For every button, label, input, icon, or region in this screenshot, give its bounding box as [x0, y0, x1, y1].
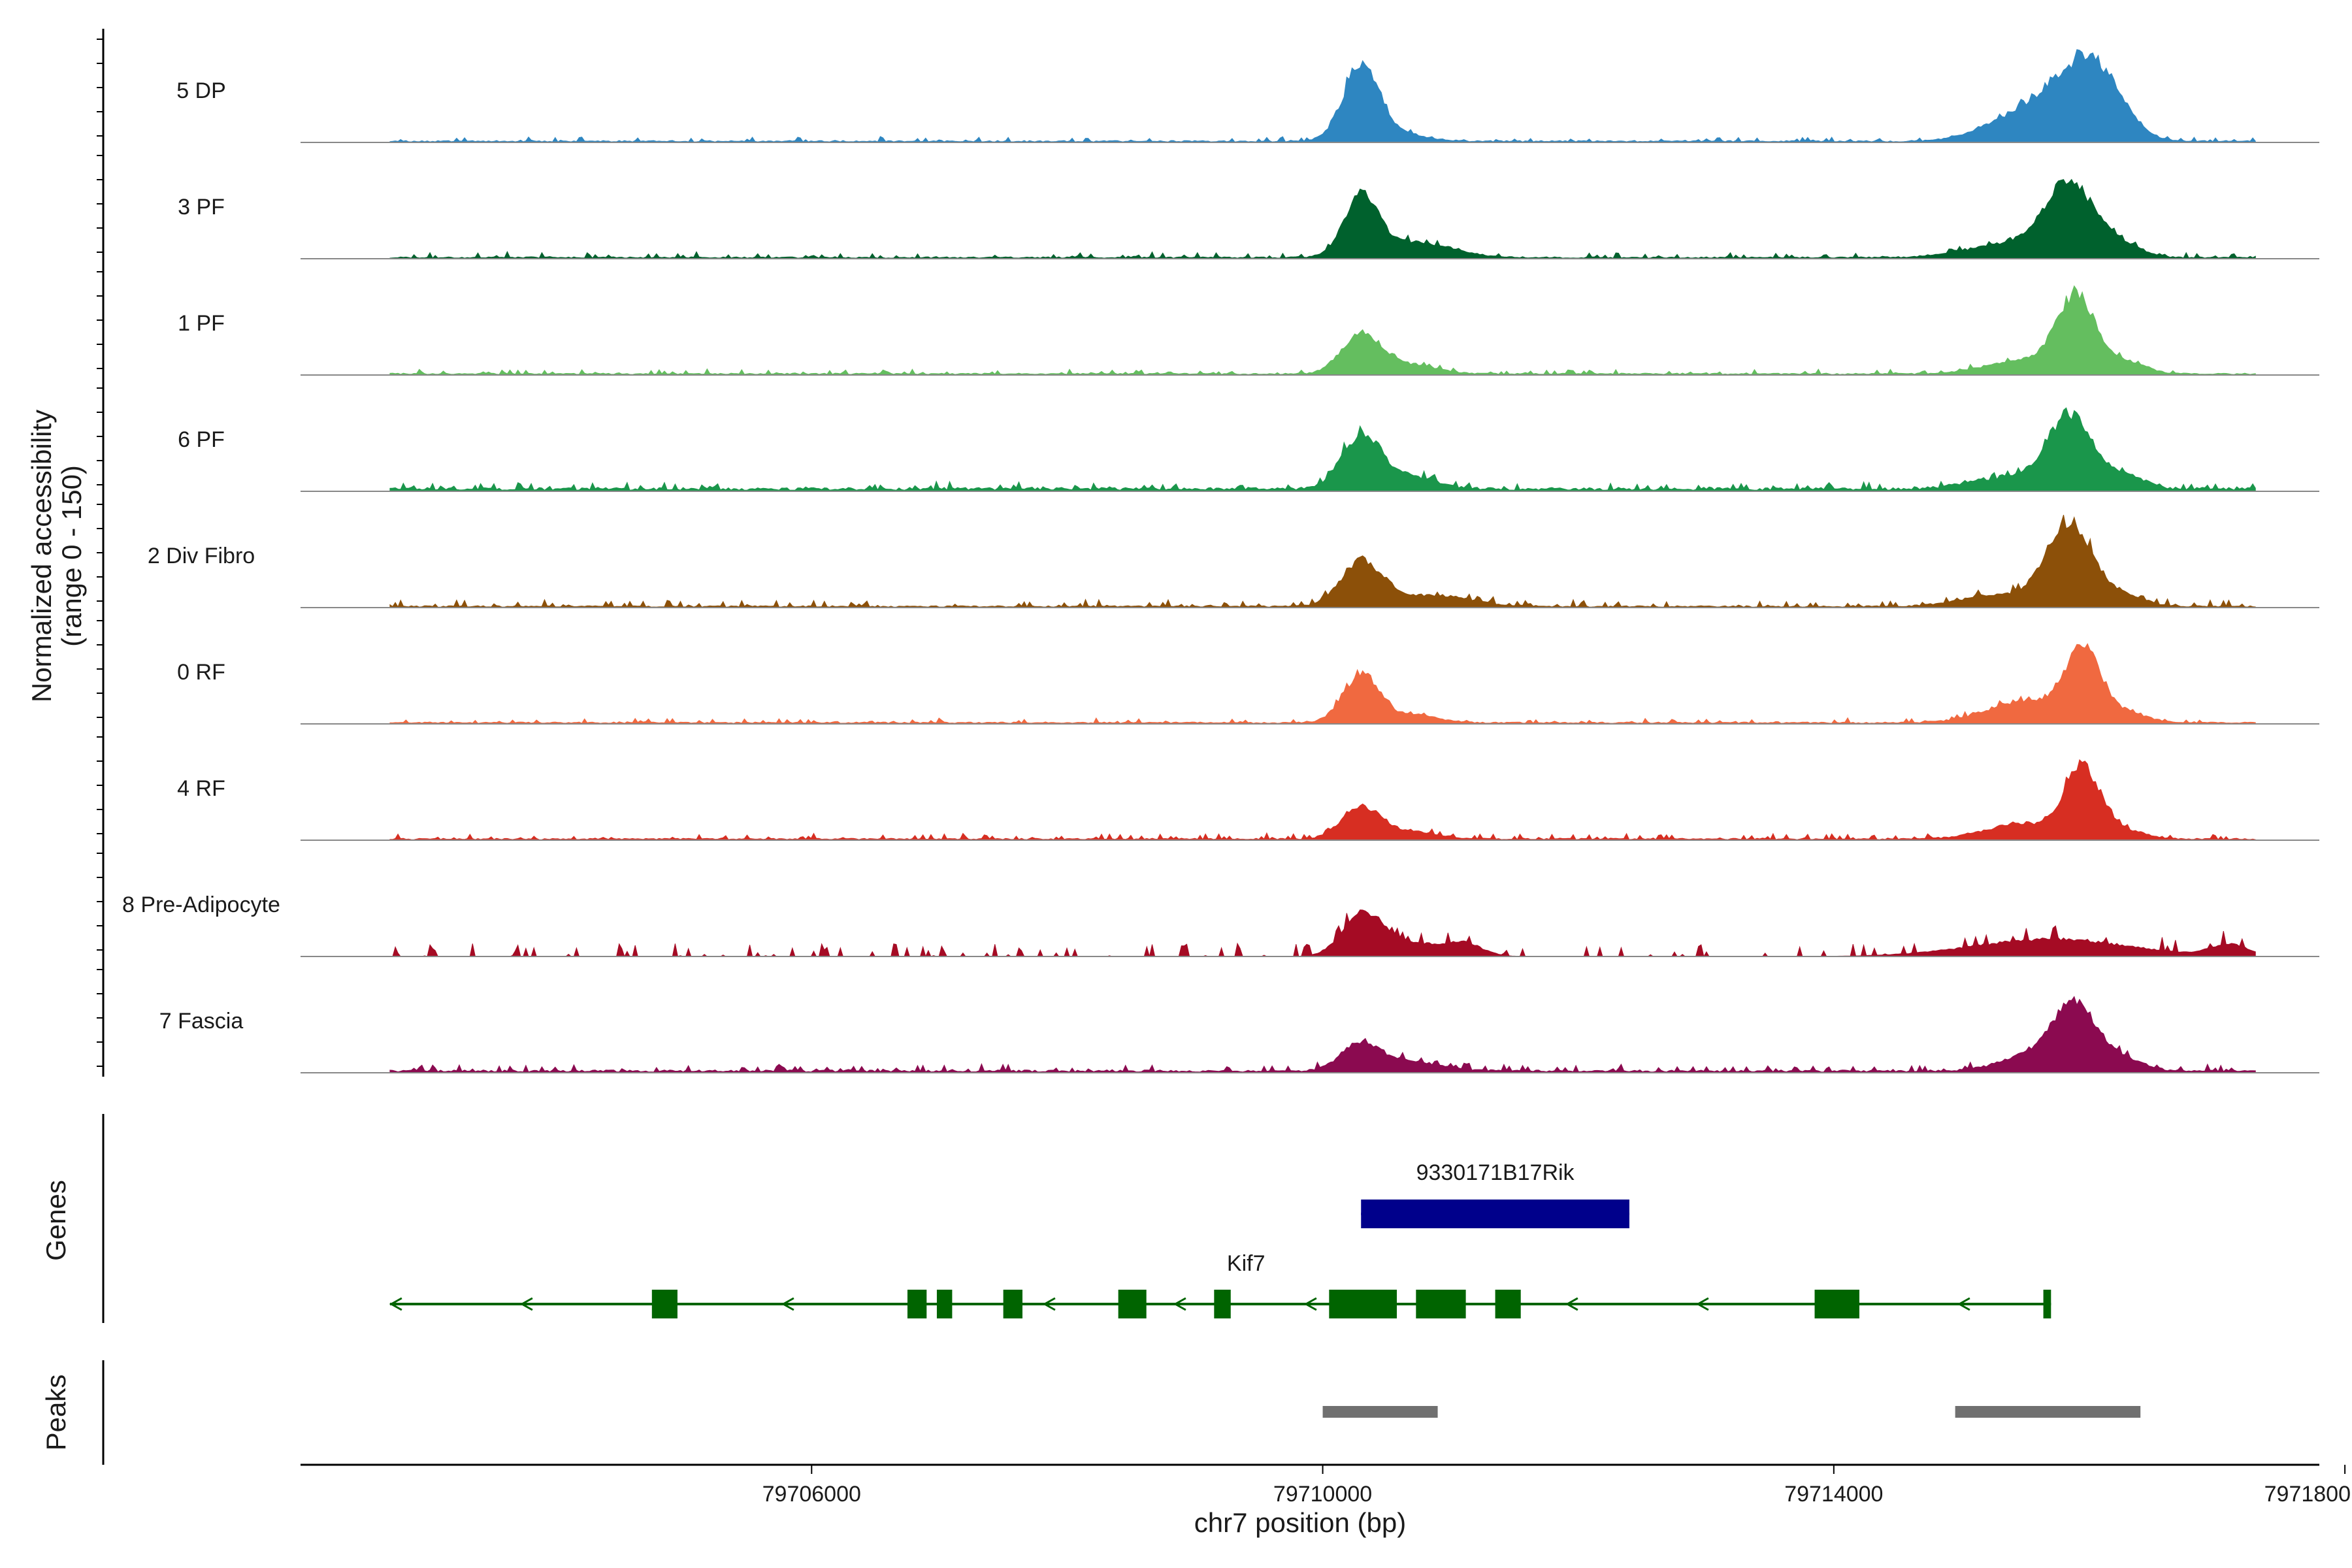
track-3-pf: 3 PF [178, 178, 2319, 259]
coverage-area [389, 759, 2256, 841]
track-5-dp: 5 DP [176, 49, 2319, 143]
track-label: 4 RF [177, 776, 225, 801]
peak-region [1955, 1406, 2141, 1418]
track-8-pre-adipocyte: 8 Pre-Adipocyte [122, 892, 2319, 958]
coverage-area [389, 178, 2256, 259]
x-tick-label: 79710000 [1273, 1482, 1372, 1507]
x-tick-label: 7971800 [2264, 1482, 2351, 1507]
gene-exon [1495, 1290, 1521, 1318]
coverage-tracks: 5 DP 3 PF 1 PF 6 PF 2 Div Fibro 0 RF 4 RF 8 Pre… [122, 49, 2319, 1073]
gene-kif7: Kif7 [389, 1251, 2051, 1318]
gene-exon [1416, 1290, 1466, 1318]
strand-arrow [781, 1297, 794, 1311]
x-axis-title: chr7 position (bp) [1194, 1507, 1407, 1538]
gene-exon [907, 1290, 927, 1318]
x-axis: chr7 position (bp) 79706000 79710000 79714… [301, 1463, 2351, 1538]
gene-exon [1814, 1290, 1859, 1318]
gene-exon [1329, 1290, 1397, 1318]
genes-track-label: Genes [41, 1180, 71, 1261]
strand-arrow [1957, 1297, 1970, 1311]
gene-exon [1003, 1290, 1022, 1318]
strand-arrow [1695, 1297, 1709, 1311]
coverage-area [389, 996, 2256, 1073]
gene-exon [936, 1290, 953, 1318]
track-label: 0 RF [177, 660, 225, 685]
track-6-pf: 6 PF [178, 407, 2319, 492]
y-axis-title-line1: Normalized accessibility [26, 410, 57, 702]
gene-exon [651, 1290, 678, 1318]
track-label: 1 PF [178, 311, 225, 336]
gene-name: Kif7 [1227, 1251, 1266, 1276]
y-axis-title-line2: (range 0 - 150) [56, 465, 87, 647]
gene-exon [1214, 1290, 1231, 1318]
peaks-track: Peaks [41, 1360, 2141, 1465]
strand-arrow [389, 1297, 402, 1311]
coverage-area [389, 909, 2256, 958]
genes-track: Genes 9330171B17Rik Kif7 [41, 1114, 2051, 1323]
gene-exon [2043, 1290, 2051, 1318]
track-4-rf: 4 RF [177, 759, 2319, 841]
peak-region [1322, 1406, 1438, 1418]
coverage-area [389, 49, 2256, 143]
track-0-rf: 0 RF [177, 643, 2319, 725]
coverage-area [389, 285, 2256, 376]
coverage-area [389, 514, 2256, 608]
x-tick-label: 79714000 [1784, 1482, 1883, 1507]
gene-9330171b17rik: 9330171B17Rik [1361, 1160, 1629, 1228]
track-label: 8 Pre-Adipocyte [122, 892, 280, 917]
strand-arrow [519, 1297, 533, 1311]
track-1-pf: 1 PF [178, 285, 2319, 376]
track-7-fascia: 7 Fascia [159, 996, 2319, 1073]
track-label: 5 DP [176, 78, 226, 103]
track-label: 2 Div Fibro [148, 544, 255, 568]
track-label: 6 PF [178, 427, 225, 452]
coverage-axis [97, 29, 105, 1077]
strand-arrow [1173, 1297, 1186, 1311]
gene-exon [1361, 1200, 1629, 1228]
track-label: 3 PF [178, 195, 225, 220]
gene-exon [1118, 1290, 1147, 1318]
coverage-area [389, 407, 2256, 492]
peaks-track-label: Peaks [41, 1375, 71, 1451]
x-tick-label: 79706000 [762, 1482, 861, 1507]
track-2-div-fibro: 2 Div Fibro [148, 514, 2319, 608]
strand-arrow [1042, 1297, 1056, 1311]
gene-name: 9330171B17Rik [1416, 1160, 1575, 1185]
coverage-area [389, 643, 2256, 725]
track-label: 7 Fascia [159, 1009, 244, 1034]
strand-arrow [1303, 1297, 1317, 1311]
strand-arrow [1565, 1297, 1578, 1311]
